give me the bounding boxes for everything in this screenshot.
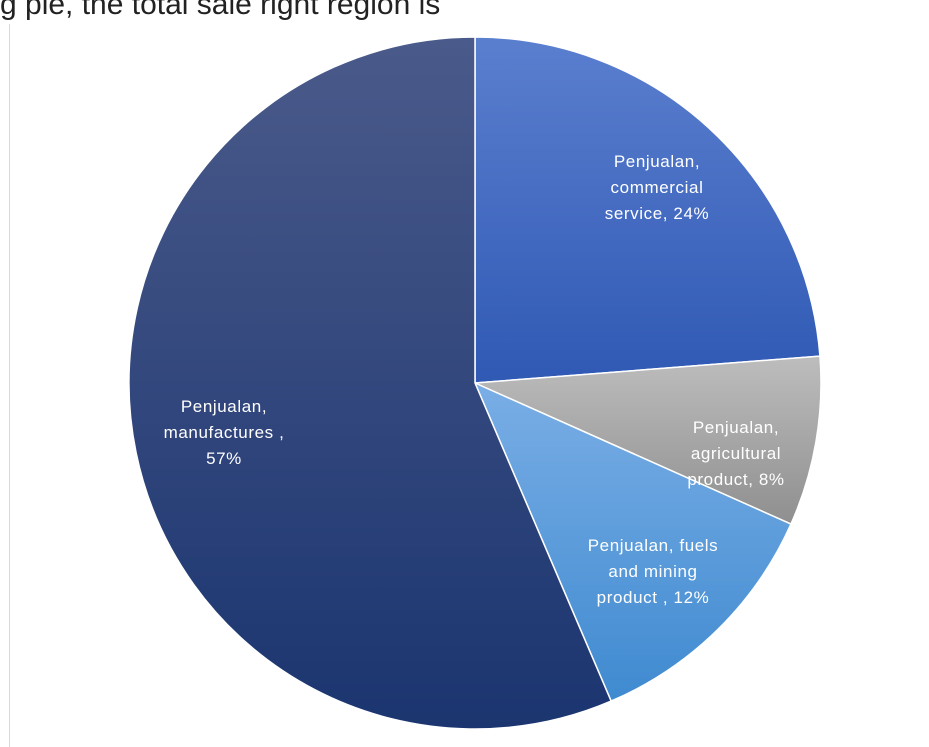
slice-label-line: Penjualan, fuels bbox=[588, 536, 719, 555]
slice-label-line: and mining bbox=[608, 562, 697, 581]
slice-label-3: Penjualan, manufactures , 57% bbox=[164, 397, 285, 468]
pie-labels: Penjualan, commercial service, 24%Penjuala… bbox=[164, 152, 784, 607]
pie-slice-3 bbox=[128, 36, 613, 730]
caption-fragment: g pie, the total sale right region is bbox=[0, 0, 441, 21]
slice-label-2: Penjualan, fuels and mining product , 12% bbox=[588, 536, 719, 607]
slice-label-line: Penjualan, bbox=[693, 418, 779, 437]
slice-label-line: service, 24% bbox=[605, 204, 710, 223]
slice-label-1: Penjualan, agricultural product, 8% bbox=[687, 418, 784, 489]
slice-label-line: agricultural bbox=[691, 444, 781, 463]
slice-label-line: product , 12% bbox=[597, 588, 710, 607]
slice-label-line: product, 8% bbox=[687, 470, 784, 489]
slice-label-0: Penjualan, commercial service, 24% bbox=[605, 152, 710, 223]
slice-label-line: Penjualan, bbox=[614, 152, 700, 171]
pie-slices bbox=[128, 36, 822, 730]
slice-label-line: manufactures , bbox=[164, 423, 285, 442]
slice-label-line: Penjualan, bbox=[181, 397, 267, 416]
slice-label-line: commercial bbox=[611, 178, 704, 197]
chart-frame-left-border bbox=[9, 24, 10, 747]
pie-slice-0 bbox=[474, 36, 821, 384]
pie-slice-1 bbox=[474, 355, 822, 526]
pie-slice-2 bbox=[473, 381, 792, 703]
slice-label-line: 57% bbox=[206, 449, 242, 468]
